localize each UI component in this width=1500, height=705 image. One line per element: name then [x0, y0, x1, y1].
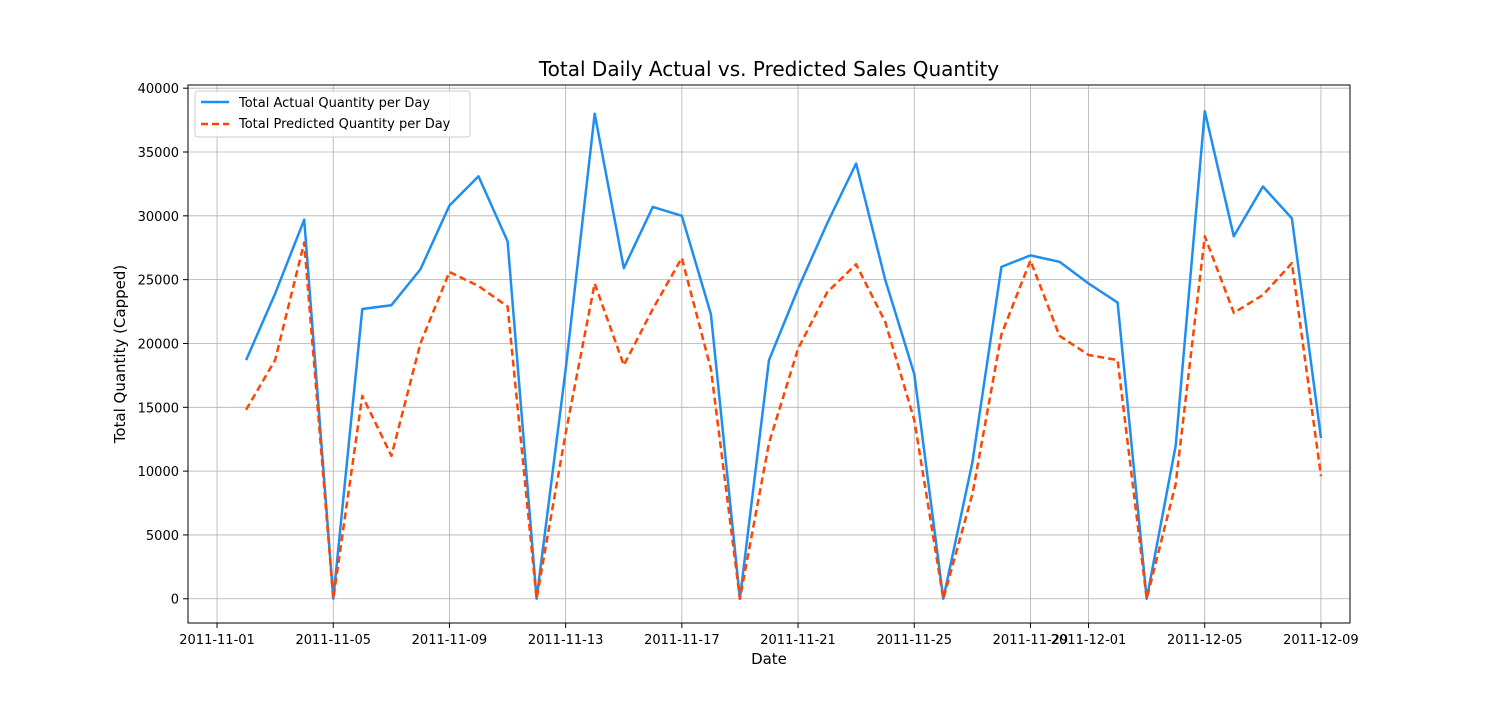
- y-tick-label: 15000: [138, 401, 179, 416]
- predicted-quantity-line: [245, 235, 1323, 600]
- legend-box: [194, 90, 471, 138]
- x-tick-label: 2011-11-29: [993, 633, 1069, 648]
- x-tick-label: 2011-11-01: [179, 633, 255, 648]
- chart-title: Total Daily Actual vs. Predicted Sales Q…: [538, 57, 999, 81]
- grid-lines: [188, 85, 1350, 623]
- x-tick-label: 2011-11-13: [528, 633, 604, 648]
- x-tick-label: 2011-12-09: [1283, 633, 1359, 648]
- y-tick-label: 35000: [138, 146, 179, 161]
- x-tick-label: 2011-12-01: [1051, 633, 1127, 648]
- legend-label-actual: Total Actual Quantity per Day: [238, 96, 430, 111]
- x-tick-label: 2011-11-21: [760, 633, 836, 648]
- x-axis-label: Date: [751, 650, 787, 668]
- y-tick-label: 25000: [138, 274, 179, 289]
- chart-legend: Total Actual Quantity per Day Total Pred…: [194, 90, 471, 138]
- series-lines: [244, 109, 1323, 600]
- y-tick-label: 0: [171, 593, 179, 608]
- y-tick-label: 30000: [138, 210, 179, 225]
- y-axis-label: Total Quantity (Capped): [111, 265, 129, 445]
- x-tick-label: 2011-12-05: [1167, 633, 1243, 648]
- x-tick-label: 2011-11-09: [412, 633, 488, 648]
- y-tick-label: 5000: [146, 529, 179, 544]
- x-tick-label: 2011-11-25: [876, 633, 952, 648]
- y-tick-label: 40000: [138, 82, 179, 97]
- y-tick-label: 20000: [138, 337, 179, 352]
- x-tick-label: 2011-11-17: [644, 633, 720, 648]
- y-tick-label: 10000: [138, 465, 179, 480]
- x-tick-label: 2011-11-05: [295, 633, 371, 648]
- legend-label-predicted: Total Predicted Quantity per Day: [238, 117, 451, 132]
- plot-area-frame: [187, 84, 1351, 624]
- axis-ticks: 2011-11-01 2011-11-05 2011-11-09 2011-11-13…: [138, 82, 1359, 648]
